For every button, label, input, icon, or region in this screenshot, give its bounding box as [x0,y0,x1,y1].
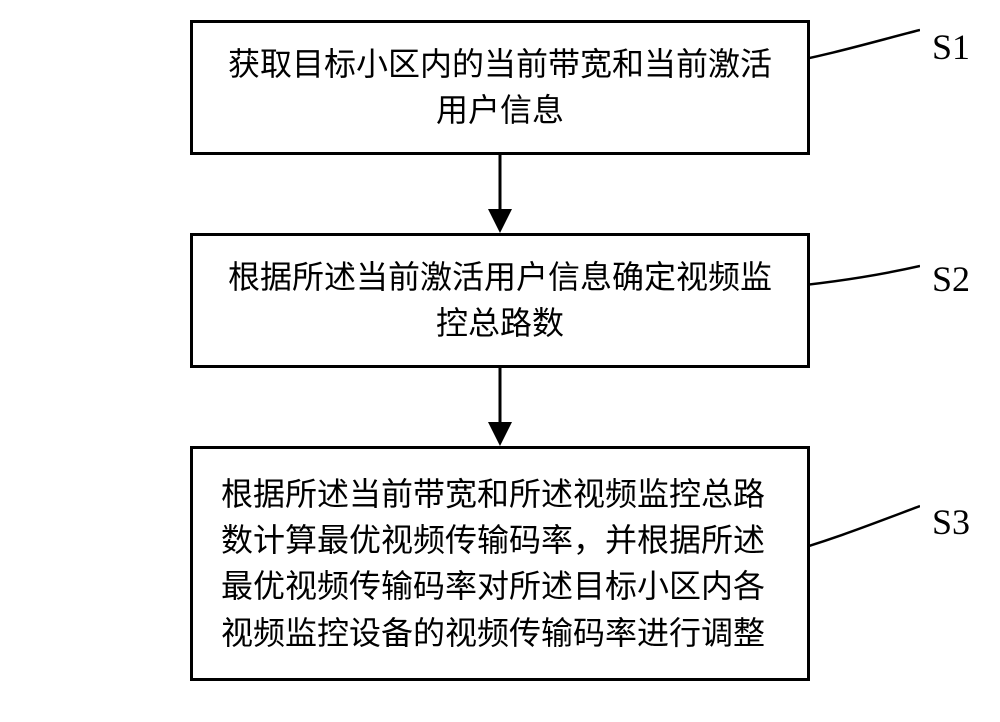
step-text-s1: 获取目标小区内的当前带宽和当前激活用户信息 [228,46,772,128]
step-box-s1: 获取目标小区内的当前带宽和当前激活用户信息 [190,20,810,155]
arrow-svg-2 [480,368,520,446]
step-s1-wrapper: S1 获取目标小区内的当前带宽和当前激活用户信息 [80,20,920,155]
step-s2-wrapper: S2 根据所述当前激活用户信息确定视频监控总路数 [80,233,920,368]
arrow-svg-1 [480,155,520,233]
step-label-s2: S2 [932,258,970,300]
step-box-s3: 根据所述当前带宽和所述视频监控总路数计算最优视频传输码率，并根据所述最优视频传输… [190,446,810,682]
step-label-s3: S3 [932,501,970,543]
arrow-head-2 [488,422,512,446]
step-label-s1: S1 [932,26,970,68]
step-text-s3: 根据所述当前带宽和所述视频监控总路数计算最优视频传输码率，并根据所述最优视频传输… [221,476,765,651]
step-box-s2: 根据所述当前激活用户信息确定视频监控总路数 [190,233,810,368]
arrow-s2-s3 [190,368,810,446]
step-s3-wrapper: S3 根据所述当前带宽和所述视频监控总路数计算最优视频传输码率，并根据所述最优视… [80,446,920,682]
arrow-s1-s2 [190,155,810,233]
step-text-s2: 根据所述当前激活用户信息确定视频监控总路数 [228,259,772,341]
arrow-head-1 [488,209,512,233]
flowchart-diagram: S1 获取目标小区内的当前带宽和当前激活用户信息 S2 根据所述当前激活用户信息… [80,20,920,681]
